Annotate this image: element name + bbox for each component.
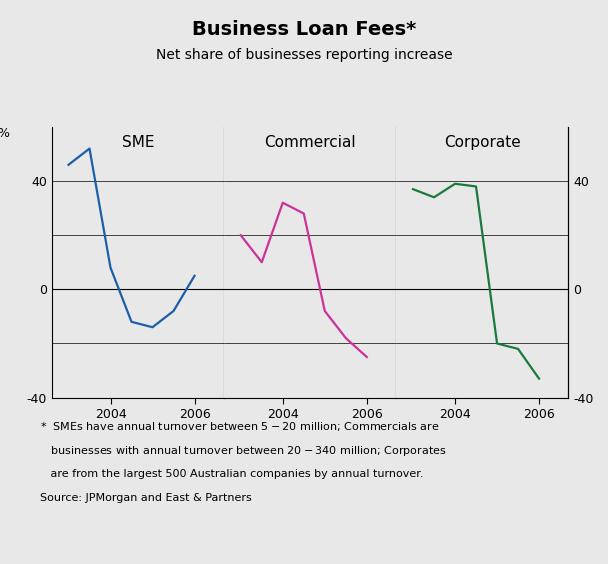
Text: Corporate: Corporate (444, 135, 520, 150)
Text: Net share of businesses reporting increase: Net share of businesses reporting increa… (156, 48, 452, 62)
Text: %: % (0, 127, 10, 140)
Text: businesses with annual turnover between $20-$340 million; Corporates: businesses with annual turnover between … (40, 444, 446, 459)
Text: *  SMEs have annual turnover between $5-$20 million; Commercials are: * SMEs have annual turnover between $5-$… (40, 420, 439, 433)
Text: are from the largest 500 Australian companies by annual turnover.: are from the largest 500 Australian comp… (40, 469, 423, 479)
Text: Business Loan Fees*: Business Loan Fees* (192, 20, 416, 39)
Text: Source: JPMorgan and East & Partners: Source: JPMorgan and East & Partners (40, 493, 251, 503)
Text: SME: SME (122, 135, 154, 150)
Text: Commercial: Commercial (264, 135, 356, 150)
